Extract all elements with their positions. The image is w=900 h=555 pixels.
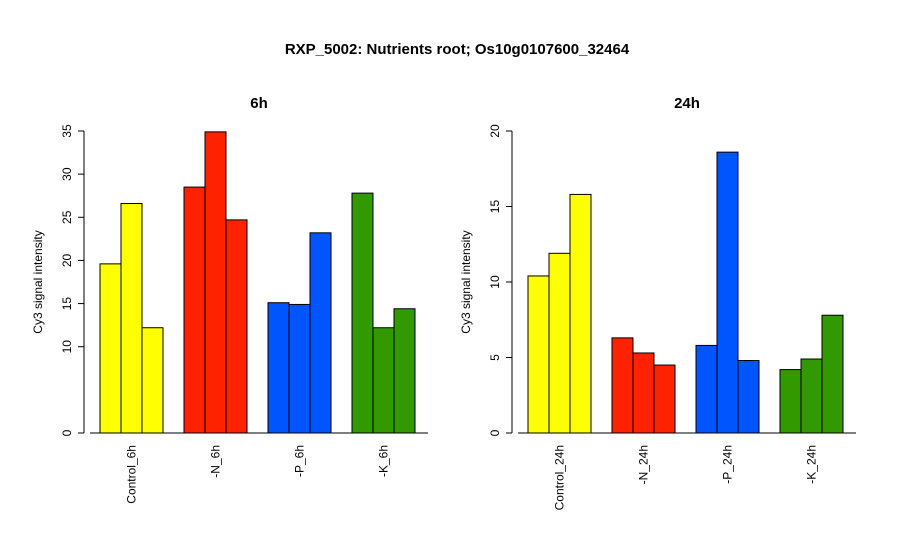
category-label: -N_6h xyxy=(209,445,223,478)
y-tick-label: 30 xyxy=(60,167,74,181)
bar xyxy=(779,369,802,434)
y-tick-label: 20 xyxy=(488,124,502,138)
category-label: -P_6h xyxy=(293,445,307,477)
category-label: Control_6h xyxy=(125,445,139,504)
bar xyxy=(527,275,550,434)
y-tick-label: 10 xyxy=(60,340,74,354)
y-axis-label: Cy3 signal intensity xyxy=(459,230,473,333)
bar xyxy=(611,337,634,434)
bar xyxy=(141,327,164,434)
bar xyxy=(653,364,676,434)
y-tick-label: 20 xyxy=(60,253,74,267)
bar xyxy=(821,314,844,434)
bar xyxy=(288,303,311,434)
bar xyxy=(351,192,374,434)
bar xyxy=(737,360,760,434)
category-label: -N_24h xyxy=(637,445,651,484)
y-tick-label: 15 xyxy=(488,200,502,214)
figure-title: RXP_5002: Nutrients root; Os10g0107600_3… xyxy=(285,41,630,58)
bar xyxy=(120,202,143,434)
bar xyxy=(716,151,739,434)
panel-title: 24h xyxy=(674,95,700,112)
category-label: -K_24h xyxy=(805,445,819,484)
y-tick-label: 35 xyxy=(60,124,74,138)
bar xyxy=(393,308,416,434)
y-tick-label: 5 xyxy=(488,354,502,361)
bar xyxy=(632,352,655,434)
bar xyxy=(99,263,122,434)
bar xyxy=(225,219,248,434)
category-label: Control_24h xyxy=(553,445,567,510)
category-label: -K_6h xyxy=(377,445,391,477)
bar xyxy=(372,327,395,434)
bar xyxy=(267,302,290,434)
y-tick-label: 0 xyxy=(60,429,74,436)
panel-6h: 6h Cy3 signal intensity 0 10 15 20 25 30 35 Contr… xyxy=(31,95,428,504)
bar xyxy=(569,193,592,434)
y-tick-label: 0 xyxy=(488,429,502,436)
bar xyxy=(309,232,332,434)
category-label: -P_24h xyxy=(721,445,735,484)
panel-title: 6h xyxy=(250,95,268,112)
bar xyxy=(183,186,206,434)
y-tick-label: 15 xyxy=(60,297,74,311)
panel-24h: 24h Cy3 signal intensity 0 5 10 15 20 Control_2… xyxy=(459,95,856,510)
bar xyxy=(695,344,718,434)
bar xyxy=(548,252,571,434)
bar xyxy=(204,131,227,434)
y-tick-label: 25 xyxy=(60,210,74,224)
y-tick-label: 10 xyxy=(488,275,502,289)
y-axis-label: Cy3 signal intensity xyxy=(31,230,45,333)
bar xyxy=(800,358,823,434)
